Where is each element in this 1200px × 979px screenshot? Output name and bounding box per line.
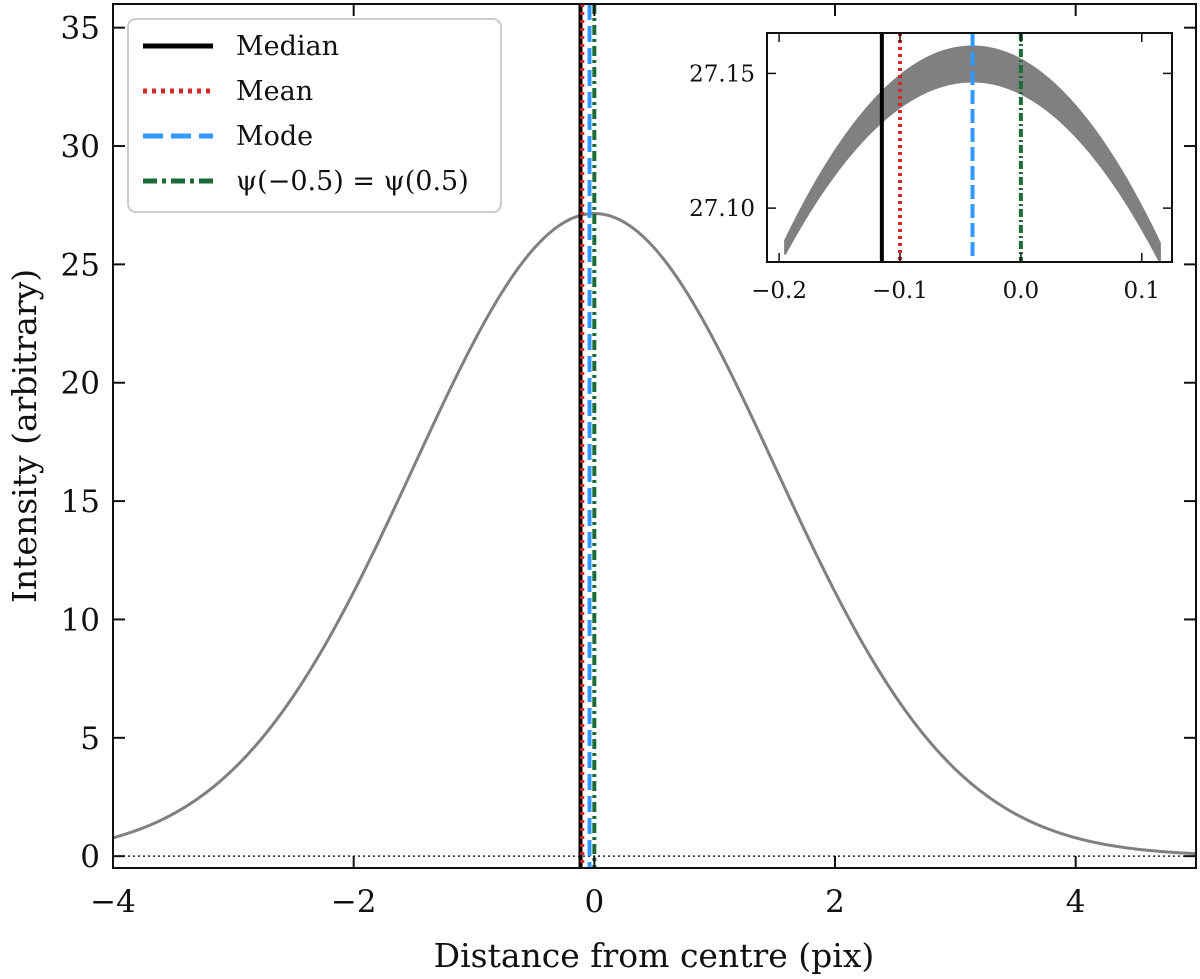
main-plot-content xyxy=(113,4,1196,868)
main-axis-ticks: −4 −2 0 2 4 0 5 10 15 20 25 30 35 xyxy=(61,4,1196,920)
y-axis-label: Intensity (arbitrary) xyxy=(5,269,44,603)
inset-profile-band xyxy=(784,45,1161,262)
y-tick-label: 25 xyxy=(61,247,100,283)
inset-x-tick-label: −0.1 xyxy=(872,278,928,304)
y-tick-label: 35 xyxy=(61,11,100,47)
legend-label: Mode xyxy=(236,121,313,152)
inset-plot-content xyxy=(784,33,1161,262)
y-tick-label: 20 xyxy=(61,366,100,402)
y-tick-label: 10 xyxy=(61,602,100,638)
x-tick-label: 0 xyxy=(584,884,604,920)
x-tick-label: −2 xyxy=(331,884,377,920)
legend-label: Mean xyxy=(236,76,313,107)
x-axis-label: Distance from centre (pix) xyxy=(434,936,875,975)
x-tick-label: −4 xyxy=(90,884,136,920)
y-tick-label: 30 xyxy=(61,129,100,165)
x-tick-label: 4 xyxy=(1066,884,1086,920)
inset-y-tick-label: 27.10 xyxy=(689,196,755,222)
inset-frame xyxy=(766,32,1173,263)
legend-label: Median xyxy=(236,31,339,62)
y-tick-label: 0 xyxy=(80,839,100,875)
y-tick-label: 5 xyxy=(80,721,100,757)
inset-x-tick-label: −0.2 xyxy=(751,278,807,304)
x-tick-label: 2 xyxy=(825,884,845,920)
intensity-profile-line xyxy=(113,211,1196,856)
legend: Median Mean Mode ψ(−0.5) = ψ(0.5) xyxy=(127,18,502,213)
inset-axis-ticks: −0.2 −0.1 0.0 0.1 27.10 27.15 xyxy=(689,33,1172,304)
legend-box xyxy=(127,18,502,213)
legend-label: ψ(−0.5) = ψ(0.5) xyxy=(236,166,469,197)
main-plot-frame xyxy=(112,3,1197,869)
y-tick-label: 15 xyxy=(61,484,100,520)
inset-x-tick-label: 0.0 xyxy=(1003,278,1040,304)
inset-x-tick-label: 0.1 xyxy=(1123,278,1160,304)
inset-y-tick-label: 27.15 xyxy=(689,61,755,87)
